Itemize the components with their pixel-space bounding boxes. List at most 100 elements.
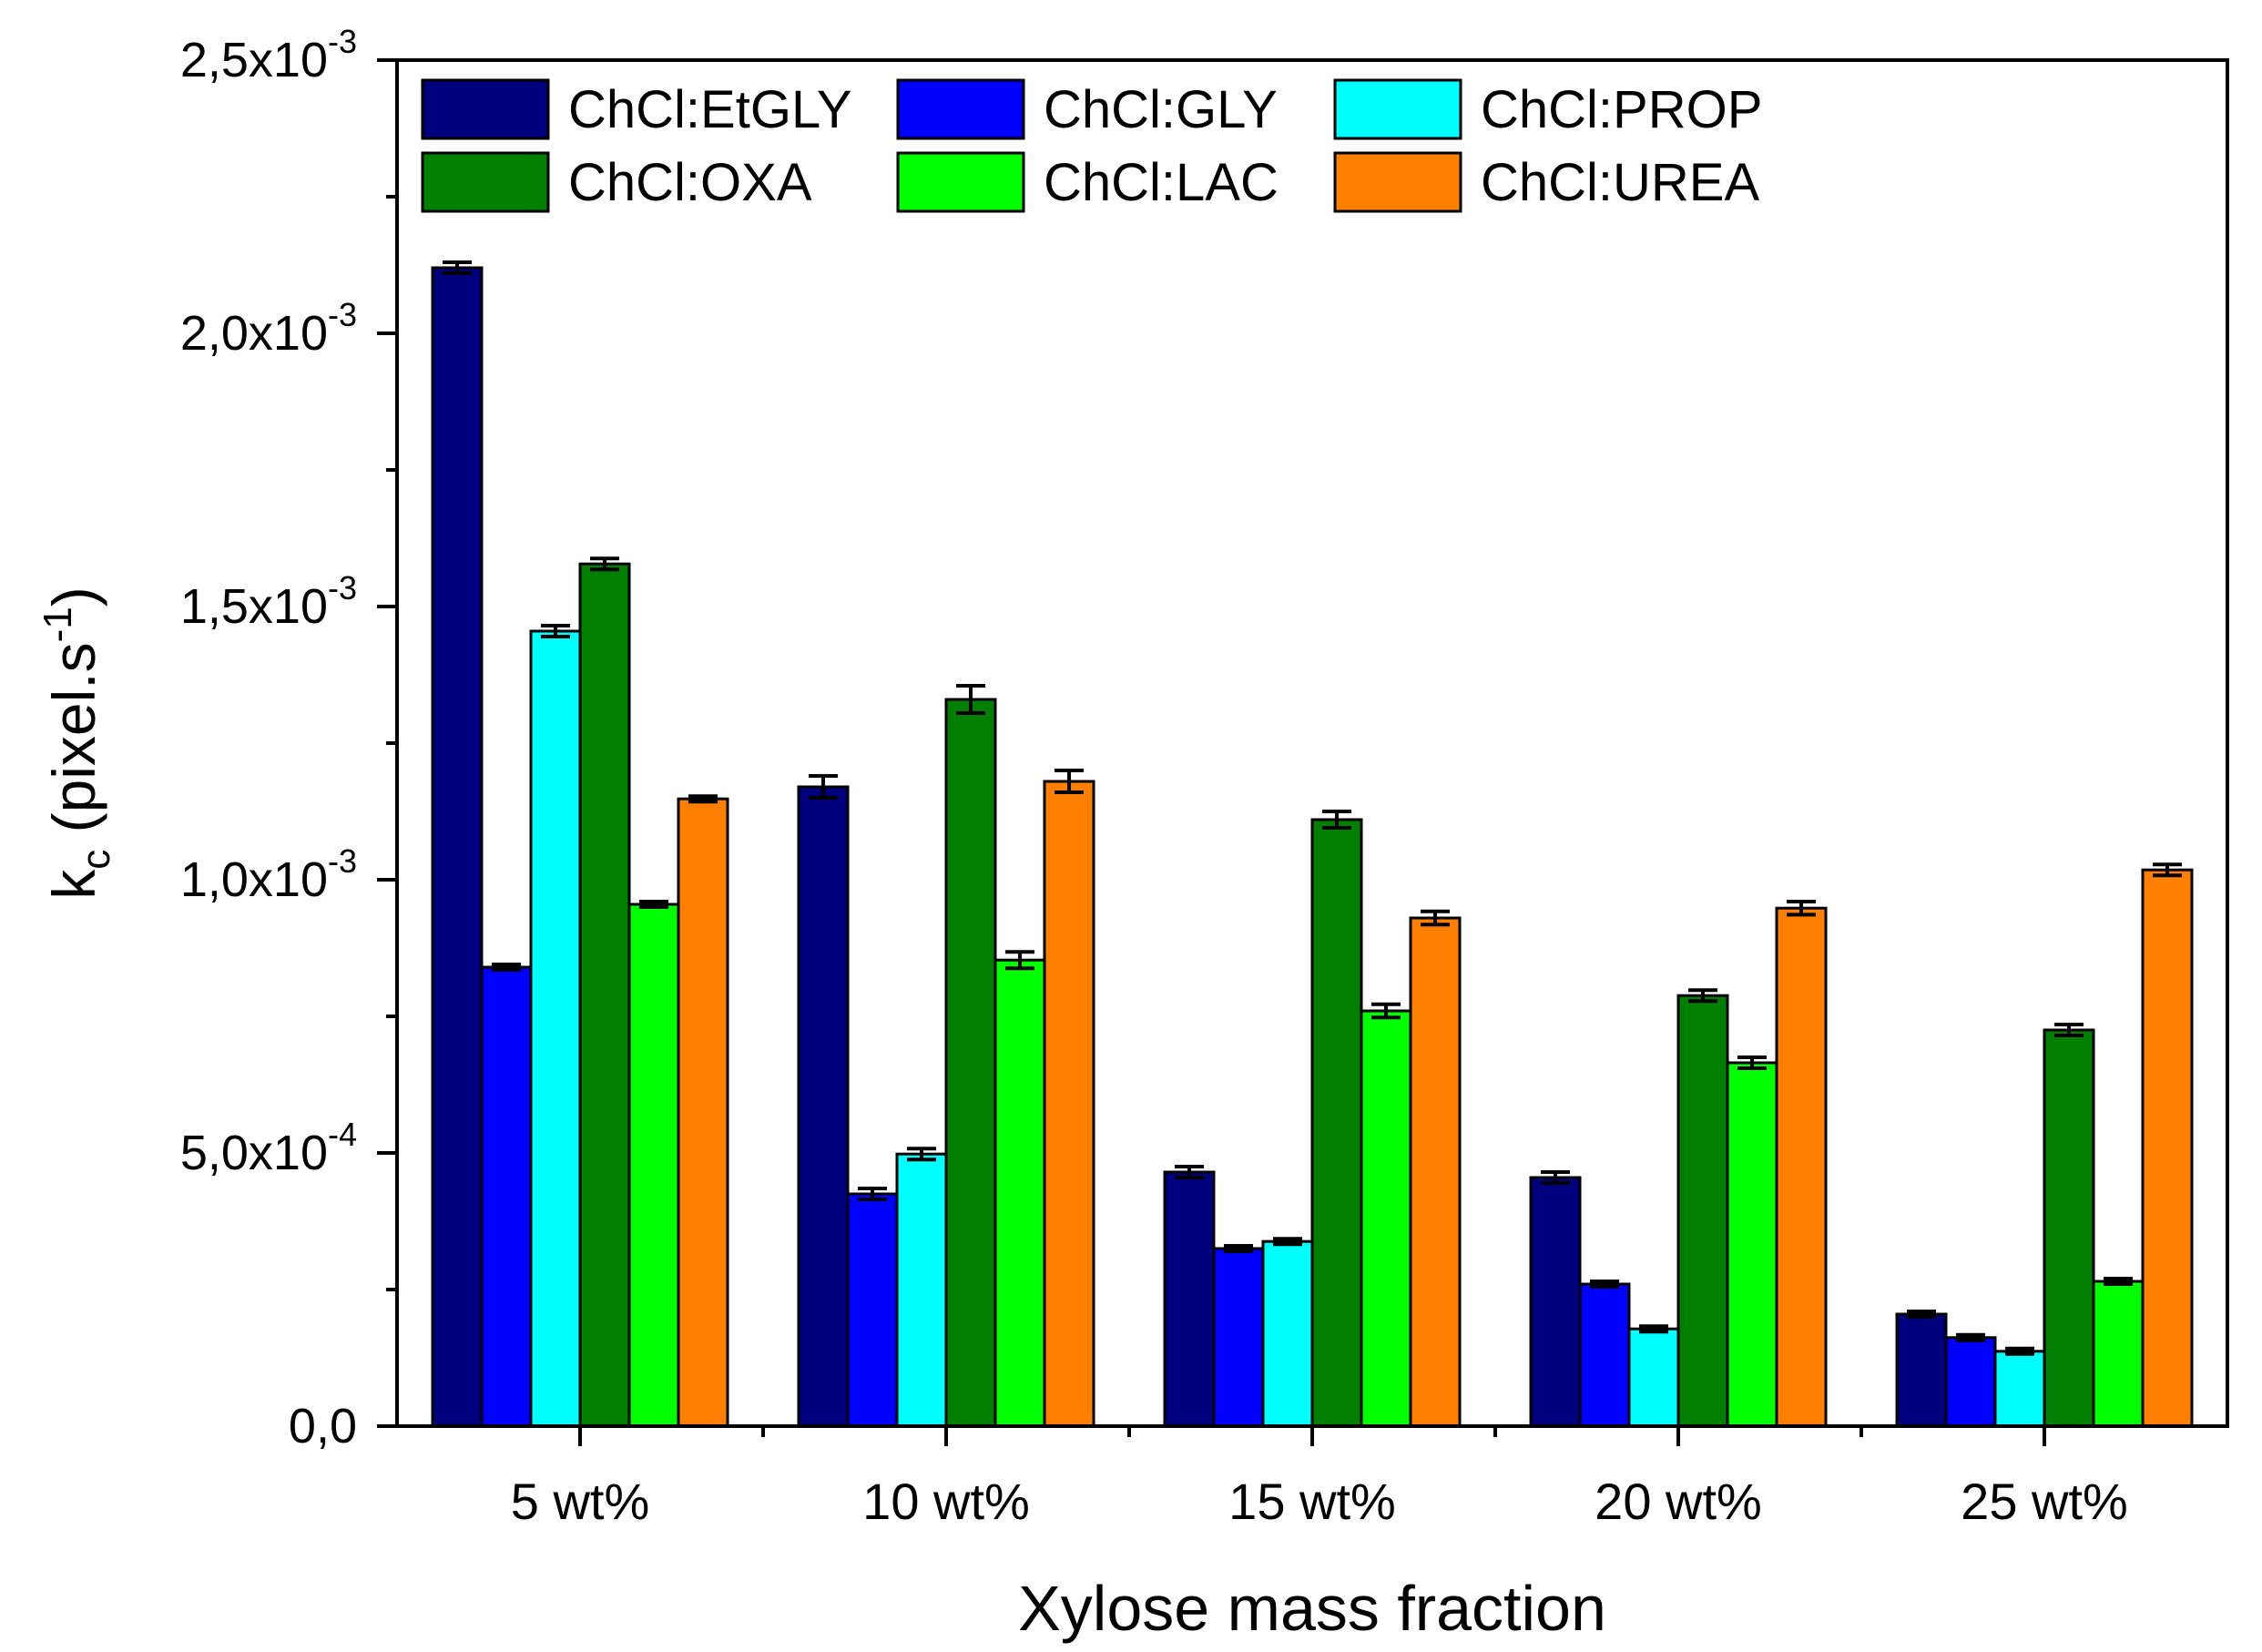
error-bar-chcletgly-4 (1541, 1170, 1570, 1185)
error-bar-chclgly-4 (1590, 1280, 1619, 1289)
error-bar-chcloxa-4 (1688, 988, 1717, 1004)
error-bar-chclurea-5 (2153, 862, 2182, 878)
error-bar-chcllac-1 (639, 900, 668, 909)
legend-item-chclurea: ChCl:UREA (1333, 151, 1759, 213)
bar-chcletgly-2 (797, 785, 850, 1428)
error-bar-chcllac-3 (1371, 1002, 1401, 1020)
bar-chclurea-5 (2141, 868, 2194, 1428)
legend-item-chcloxa: ChCl:OXA (421, 151, 812, 213)
legend-item-chcllac: ChCl:LAC (896, 151, 1279, 213)
bar-chclgly-1 (480, 965, 533, 1428)
error-bar-chclprop-4 (1639, 1324, 1668, 1334)
bar-chclprop-5 (1993, 1350, 2046, 1428)
error-bar-chcloxa-1 (590, 556, 619, 572)
legend-swatch (896, 78, 1025, 140)
y-tick-label: 2,0x10-3 (180, 296, 357, 361)
bar-chclgly-2 (846, 1192, 899, 1428)
bar-chcloxa-5 (2043, 1028, 2095, 1428)
error-bar-chcloxa-5 (2054, 1023, 2084, 1037)
bar-chclurea-1 (677, 797, 729, 1428)
legend-swatch (1333, 78, 1462, 140)
bar-chcloxa-1 (578, 562, 631, 1428)
bar-chcllac-4 (1726, 1061, 1778, 1428)
bar-chclprop-4 (1627, 1327, 1680, 1428)
legend-label: ChCl:EtGLY (568, 80, 852, 139)
bar-chclprop-3 (1261, 1239, 1314, 1428)
error-bar-chcletgly-5 (1907, 1310, 1936, 1319)
bar-chcloxa-2 (944, 698, 997, 1428)
axes: 5 wt% 10 wt% 15 wt% 20 wt% 25 wt% 0,0 5,0x10-4… (180, 23, 2128, 1530)
error-bar-chclurea-1 (688, 794, 718, 804)
y-tick-label: 1,5x10-3 (180, 569, 357, 634)
legend: ChCl:EtGLY ChCl:GLY ChCl:PROP ChCl:OXA ChCl:… (421, 78, 1762, 213)
y-tick-label: 1,0x10-3 (180, 842, 357, 907)
error-bar-chclgly-5 (1956, 1332, 1985, 1342)
legend-label: ChCl:UREA (1481, 153, 1759, 212)
error-bar-chclurea-4 (1787, 900, 1816, 917)
bar-chcllac-3 (1360, 1009, 1412, 1428)
error-bar-chclprop-1 (541, 624, 570, 638)
bar-chcletgly-5 (1895, 1312, 1948, 1428)
error-bar-chclgly-3 (1224, 1244, 1253, 1253)
legend-label: ChCl:OXA (568, 153, 812, 212)
legend-label: ChCl:PROP (1481, 80, 1762, 139)
bar-chcllac-2 (993, 958, 1046, 1428)
error-bar-chclgly-1 (492, 963, 521, 972)
error-bar-chclgly-2 (858, 1187, 887, 1201)
error-bar-chcllac-2 (1005, 950, 1034, 971)
legend-label: ChCl:LAC (1044, 153, 1279, 212)
legend-item-chclprop: ChCl:PROP (1333, 78, 1762, 140)
x-axis-title: Xylose mass fraction (1018, 1573, 1606, 1644)
error-bar-chclprop-5 (2005, 1346, 2034, 1356)
bar-chclurea-4 (1775, 906, 1828, 1428)
legend-swatch (421, 78, 550, 140)
bar-chcletgly-3 (1163, 1170, 1216, 1428)
y-tick-label: 2,5x10-3 (180, 23, 357, 87)
legend-item-chcletgly: ChCl:EtGLY (421, 78, 852, 140)
bar-chclgly-5 (1944, 1336, 1997, 1428)
error-bar-chcllac-5 (2104, 1277, 2133, 1286)
bar-chcllac-5 (2092, 1280, 2145, 1428)
y-tick-label: 0,0 (289, 1399, 357, 1453)
bar-chcloxa-3 (1310, 818, 1363, 1428)
x-tick-label: 15 wt% (1228, 1473, 1396, 1530)
error-bar-chclprop-3 (1273, 1237, 1302, 1247)
bar-chclprop-2 (895, 1152, 948, 1428)
legend-swatch (1333, 151, 1462, 213)
legend-item-chclgly: ChCl:GLY (896, 78, 1278, 140)
x-tick-label: 10 wt% (862, 1473, 1030, 1530)
y-axis-title-close: ) (40, 586, 107, 607)
y-tick-label: 5,0x10-4 (180, 1116, 357, 1180)
y-axis-title: kc (pixel.s-1) (36, 586, 118, 900)
error-bar-chcletgly-3 (1175, 1165, 1204, 1179)
error-bar-chcletgly-1 (443, 260, 472, 275)
error-bar-chcletgly-2 (809, 774, 838, 800)
y-axis-title-exponent: -1 (36, 607, 80, 642)
x-tick-label: 20 wt% (1595, 1473, 1762, 1530)
legend-swatch (896, 151, 1025, 213)
bar-chcloxa-4 (1676, 994, 1729, 1428)
error-bar-chcloxa-3 (1322, 810, 1351, 830)
legend-label: ChCl:GLY (1044, 80, 1278, 139)
bar-chcletgly-4 (1529, 1176, 1582, 1428)
bar-chcletgly-1 (431, 266, 484, 1428)
y-axis-title-unit: (pixel.s (40, 642, 107, 849)
error-bar-chcloxa-2 (956, 684, 985, 715)
legend-swatch (421, 151, 550, 213)
bar-chclgly-3 (1212, 1247, 1265, 1428)
error-bar-chcllac-4 (1737, 1055, 1767, 1070)
error-bar-chclurea-2 (1055, 769, 1084, 794)
y-axis-title-subscript: c (74, 850, 118, 870)
x-tick-label: 5 wt% (511, 1473, 650, 1530)
error-bar-chclprop-2 (907, 1147, 936, 1162)
error-bar-chclurea-3 (1421, 909, 1450, 927)
bar-chcllac-1 (627, 902, 680, 1428)
y-axis-title-base: k (40, 869, 107, 900)
bar-chclgly-4 (1578, 1282, 1631, 1428)
x-tick-label: 25 wt% (1961, 1473, 2128, 1530)
bar-chclurea-2 (1043, 780, 1095, 1428)
plot-area (431, 260, 2194, 1428)
bar-chclurea-3 (1409, 916, 1462, 1428)
bar-chclprop-1 (529, 629, 582, 1428)
